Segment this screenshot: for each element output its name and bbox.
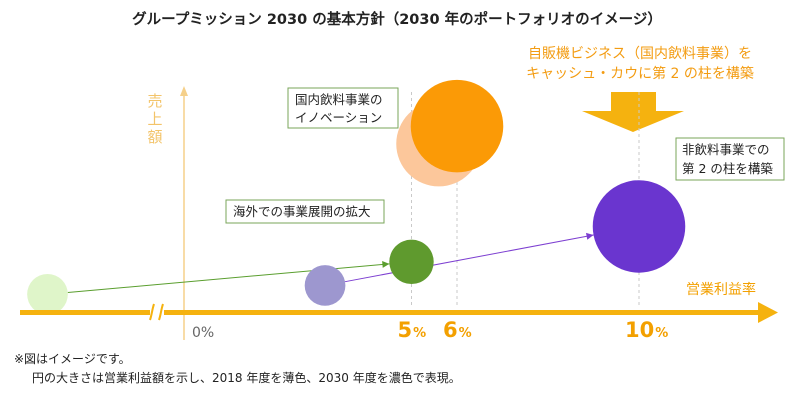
x-tick-6: 6% <box>443 318 472 342</box>
bubble-green <box>389 239 434 285</box>
arrowhead-green <box>382 260 390 268</box>
arrowhead-purple <box>586 232 594 240</box>
domestic-innovation-box <box>287 87 399 129</box>
note-2: 円の大きさは営業利益額を示し、2018 年度を薄色、2030 年度を濃色で表現。 <box>32 370 461 385</box>
nonbeverage-box <box>675 137 785 181</box>
y-axis-label-char-2: 上 <box>147 110 162 128</box>
overseas-line1: 海外での事業展開の拡大 <box>233 204 371 219</box>
x-tick-10: 10% <box>625 318 668 342</box>
down-arrow-icon <box>582 92 684 132</box>
x-tick-5: 5% <box>398 318 427 342</box>
x-tick-0: 0% <box>192 325 214 341</box>
chart-title: グループミッション 2030 の基本方針（2030 年のポートフォリオのイメージ… <box>132 10 662 28</box>
headline-line2: キャッシュ・カウに第 2 の柱を構築 <box>526 65 754 82</box>
bubble-light-green <box>27 273 68 315</box>
bubble-light-purple <box>304 265 346 306</box>
domestic-line1: 国内飲料事業の <box>295 92 383 107</box>
domestic-line2: イノベーション <box>295 110 382 125</box>
y-axis-label-char-1: 売 <box>147 92 162 110</box>
bubble-purple <box>592 180 686 273</box>
y-axis-arrowhead <box>180 86 188 96</box>
bubbles <box>27 79 686 315</box>
note-1: ※図はイメージです。 <box>14 352 131 366</box>
y-axis-label-char-3: 額 <box>147 128 162 146</box>
headline-line1: 自販機ビジネス（国内飲料事業）を <box>528 46 752 62</box>
nonbeverage-line2: 第 2 の柱を構築 <box>682 161 773 176</box>
axis-break-mark-2 <box>158 303 164 321</box>
x-axis-title: 営業利益率 <box>686 281 756 298</box>
bubble-orange <box>410 79 504 173</box>
nonbeverage-line1: 非飲料事業での <box>682 142 770 157</box>
arrow-light-purple-to-purple <box>344 234 594 283</box>
axis-break-mark-1 <box>149 303 155 321</box>
x-tick-labels: 0% 5% 6% 10% <box>192 318 668 342</box>
x-axis-line <box>20 310 758 315</box>
x-axis-arrowhead <box>758 302 778 323</box>
overseas-expansion-box <box>225 199 385 224</box>
